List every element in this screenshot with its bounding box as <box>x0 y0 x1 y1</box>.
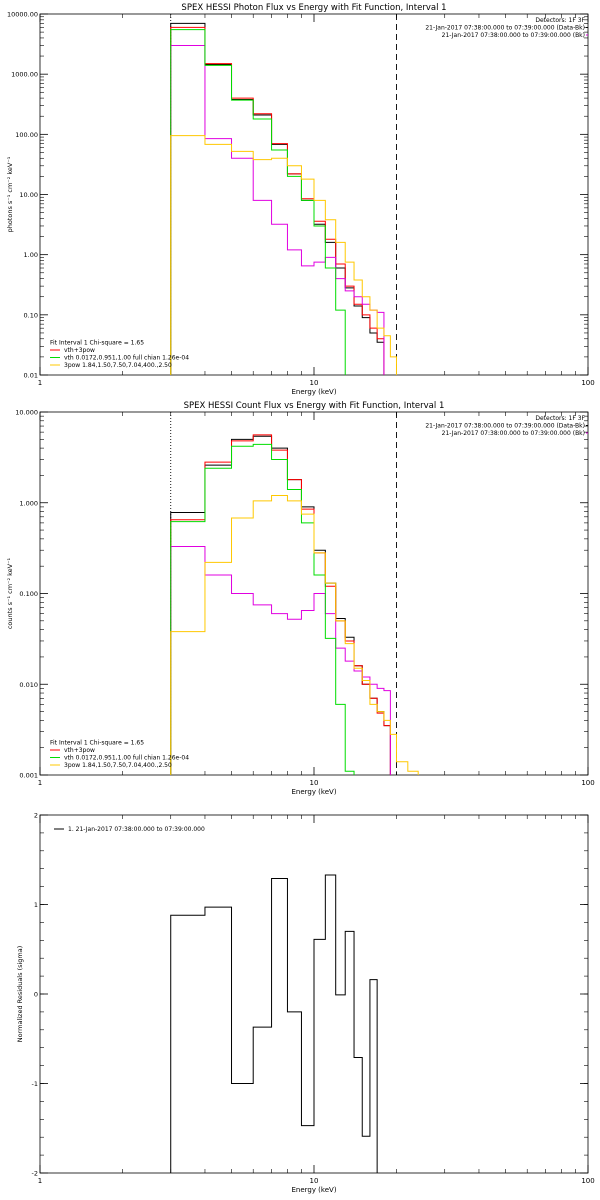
y-tick-label: 0.100 <box>19 590 38 598</box>
photon-flux-panel: SPEX HESSI Photon Flux vs Energy with Fi… <box>6 3 595 396</box>
x-tick-label: 1 <box>38 1177 42 1185</box>
y-tick-label: 0.001 <box>19 772 38 780</box>
fit-title: Fit Interval 1 Chi-square = 1.65 <box>50 340 144 347</box>
chart-title: SPEX HESSI Count Flux vs Energy with Fit… <box>184 401 445 411</box>
x-axis-label: Energy (keV) <box>291 1186 336 1194</box>
x-axis-label: Energy (keV) <box>291 388 336 396</box>
y-tick-label: 0.010 <box>19 681 38 689</box>
header-text-2: 21-Jan-2017 07:38:00.000 to 07:39:00.000… <box>442 32 585 39</box>
series-black-line <box>170 435 391 775</box>
y-tick-label: 10.00 <box>19 191 38 199</box>
legend-label-yellow: 3pow 1.84,1.50,7.50,7.04,400.,2.50 <box>64 762 172 769</box>
y-tick-label: 0 <box>34 991 38 999</box>
series-yellow-line <box>170 135 397 375</box>
series-magenta-line <box>170 545 391 775</box>
legend-label-black: 1. 21-Jan-2017 07:38:00.000 to 07:39:00.… <box>68 826 205 833</box>
series-red-line <box>170 434 391 775</box>
header-text-0: Detectors: 1F 3F <box>535 415 585 422</box>
fit-title: Fit Interval 1 Chi-square = 1.65 <box>50 740 144 747</box>
residuals-panel: 1 10 100 Energy (keV) -2 -1 0 1 2 Normalized Resi… <box>16 812 595 1195</box>
y-tick-label: 100.00 <box>15 131 38 139</box>
x-tick-label: 10 <box>310 779 319 787</box>
legend-label-red: vth+3pow <box>64 347 95 354</box>
x-axis-label: Energy (keV) <box>291 788 336 796</box>
y-axis-label: photons s⁻¹ cm⁻² keV⁻¹ <box>6 156 14 232</box>
count-flux-panel: SPEX HESSI Count Flux vs Energy with Fit… <box>6 401 595 796</box>
series-group <box>170 22 397 375</box>
y-tick-label: 1 <box>34 901 38 909</box>
x-tick-label: 10 <box>310 1177 319 1185</box>
chart-title: SPEX HESSI Photon Flux vs Energy with Fi… <box>181 3 446 13</box>
series-red-line <box>170 26 385 375</box>
x-tick-label: 100 <box>581 779 594 787</box>
header-text-0: Detectors: 1F 3F <box>535 17 585 24</box>
series-magenta-line <box>170 44 385 375</box>
y-tick-label: -1 <box>32 1080 38 1088</box>
y-tick-label: 2 <box>34 812 38 820</box>
x-tick-label: 1 <box>38 379 42 387</box>
x-tick-label: 100 <box>581 1177 594 1185</box>
series-group <box>170 434 419 775</box>
series-green-line <box>170 443 355 775</box>
legend-label-yellow: 3pow 1.84,1.50,7.50,7.04,400.,2.50 <box>64 362 172 369</box>
y-tick-label: 10000.00 <box>7 11 38 19</box>
y-tick-label: 10.000 <box>15 409 38 417</box>
y-tick-label: 1.000 <box>19 499 38 507</box>
x-tick-label: 100 <box>581 379 594 387</box>
y-axis-label: counts s⁻¹ cm⁻² keV⁻¹ <box>6 557 14 629</box>
y-tick-label: -2 <box>32 1170 38 1178</box>
series-black-line <box>170 22 385 375</box>
legend-label-red: vth+3pow <box>64 747 95 754</box>
series-yellow-line <box>170 495 419 775</box>
header-text-1: 21-Jan-2017 07:38:00.000 to 07:39:00.000… <box>425 25 585 32</box>
x-tick-label: 1 <box>38 779 42 787</box>
legend-label-green: vth 0.0172,0.951,1.00 full chian 1.26e-0… <box>64 755 189 762</box>
series-black-line <box>170 874 378 1173</box>
series-group <box>170 874 378 1173</box>
header-text-1: 21-Jan-2017 07:38:00.000 to 07:39:00.000… <box>425 423 585 430</box>
y-tick-label: 1000.00 <box>11 71 38 79</box>
y-tick-label: 0.10 <box>24 311 38 319</box>
series-green-line <box>170 29 346 375</box>
y-tick-label: 0.01 <box>24 372 38 380</box>
header-text-2: 21-Jan-2017 07:38:00.000 to 07:39:00.000… <box>442 430 585 437</box>
x-tick-label: 10 <box>310 379 319 387</box>
y-axis-label: Normalized Residuals (sigma) <box>16 946 24 1043</box>
y-tick-label: 1.00 <box>24 251 38 259</box>
legend-label-green: vth 0.0172,0.951,1.00 full chian 1.26e-0… <box>64 355 189 362</box>
